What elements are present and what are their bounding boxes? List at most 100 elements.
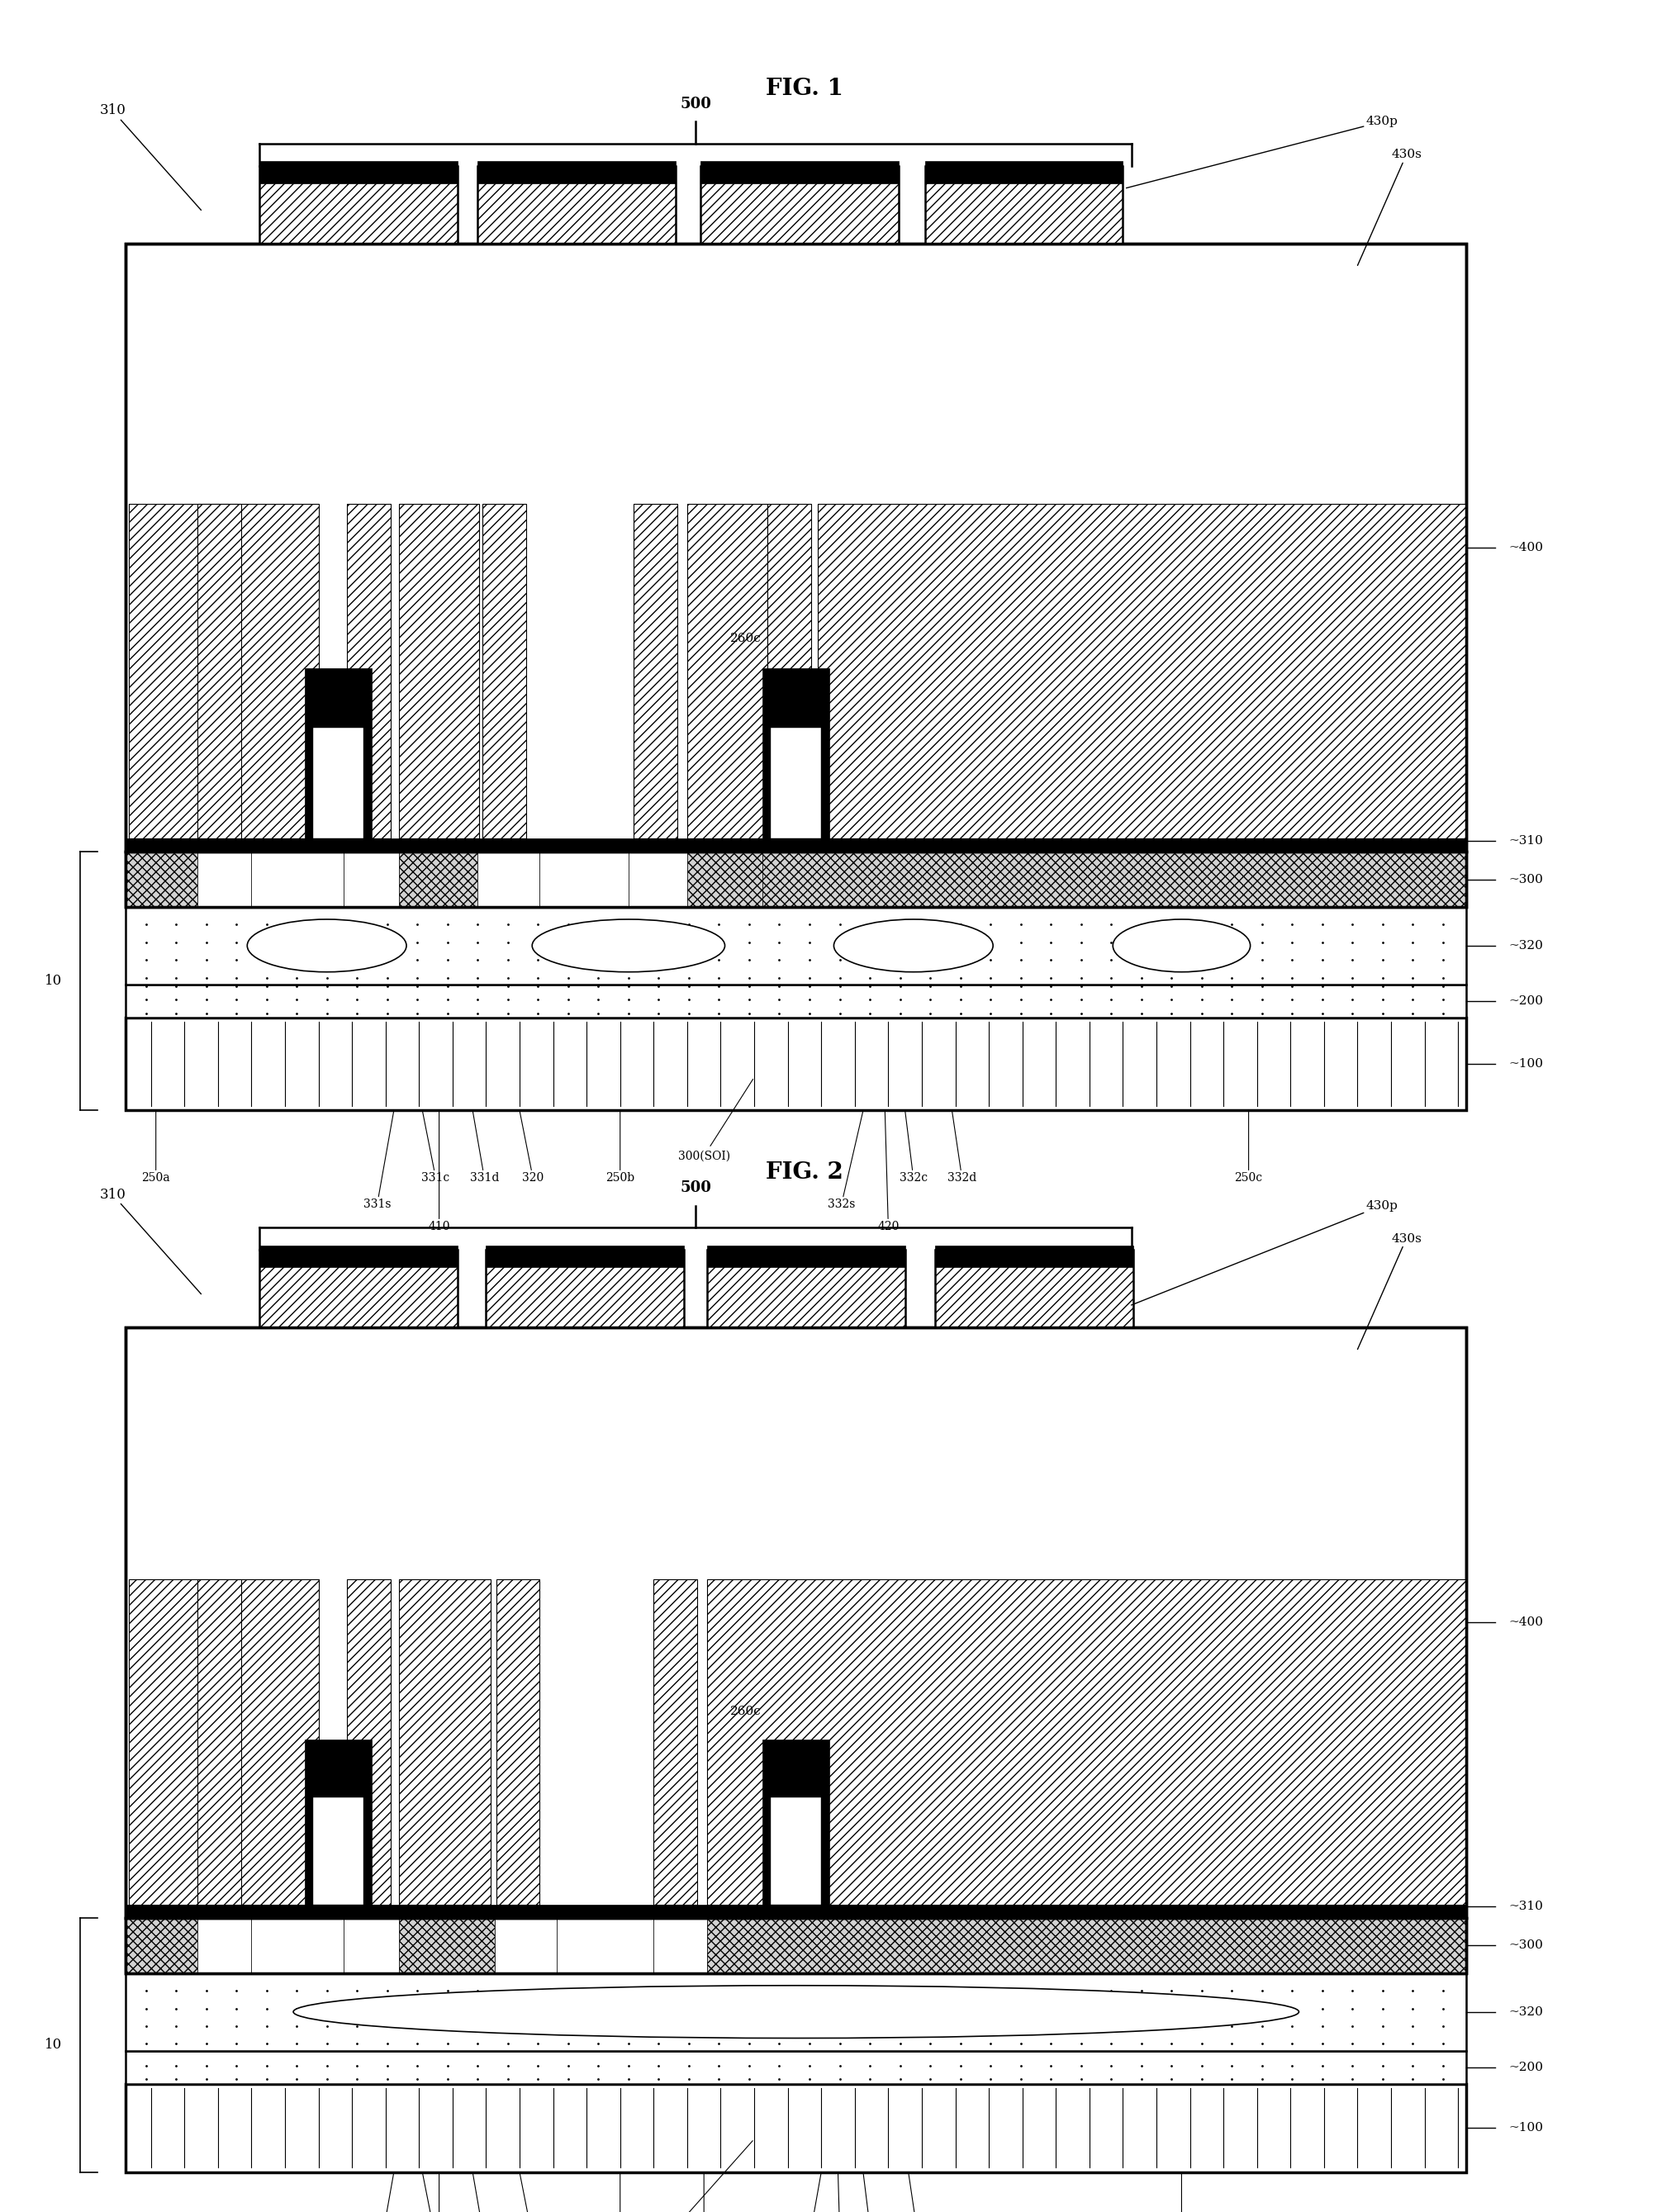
Bar	[628, 852, 687, 907]
Text: 331c: 331c	[422, 2172, 449, 2212]
Text: 320: 320	[520, 2172, 543, 2212]
Text: 331s: 331s	[364, 2172, 394, 2212]
Text: ~100: ~100	[1508, 1057, 1544, 1071]
Bar	[768, 504, 811, 838]
Bar	[129, 504, 318, 838]
Bar	[707, 1250, 905, 1327]
Bar	[701, 166, 898, 243]
Text: ~200: ~200	[1508, 995, 1544, 1006]
Bar	[935, 1250, 1133, 1327]
Text: ~400: ~400	[1508, 1617, 1544, 1628]
Bar	[305, 1739, 372, 1905]
Bar	[305, 668, 372, 838]
Text: N+: N+	[362, 874, 380, 885]
Bar	[687, 504, 768, 838]
Bar	[129, 1579, 318, 1905]
Bar	[478, 161, 675, 184]
Bar	[399, 504, 479, 838]
Text: 331d: 331d	[469, 1110, 499, 1183]
Bar	[687, 852, 763, 907]
Bar	[707, 1918, 1466, 1973]
Bar	[925, 166, 1123, 243]
Bar	[313, 728, 364, 838]
Text: 260a: 260a	[689, 2172, 719, 2212]
Text: 331d: 331d	[469, 2172, 499, 2212]
Bar	[556, 1918, 654, 1973]
Bar	[771, 728, 821, 838]
Text: 250c: 250c	[1235, 1110, 1262, 1183]
Bar	[344, 1918, 399, 1973]
Bar	[654, 1579, 697, 1905]
Bar	[126, 907, 1466, 984]
Text: N+: N+	[216, 874, 233, 885]
Text: 430s: 430s	[1358, 1232, 1421, 1349]
Bar	[763, 852, 1466, 907]
Bar	[260, 166, 458, 243]
Text: ~310: ~310	[1508, 1900, 1544, 1913]
Bar	[707, 1245, 905, 1267]
Text: 250a: 250a	[141, 1110, 171, 1183]
Bar	[701, 161, 898, 184]
Text: 260c: 260c	[731, 1705, 761, 1717]
Bar	[818, 504, 1466, 838]
Text: 331s: 331s	[364, 1110, 394, 1210]
Text: ~400: ~400	[1508, 542, 1544, 553]
Text: 310: 310	[99, 104, 201, 210]
Ellipse shape	[1113, 920, 1250, 971]
Text: 332d: 332d	[903, 2172, 934, 2212]
Text: P: P	[602, 1940, 608, 1951]
Bar	[126, 2084, 1466, 2172]
Text: FIG. 1: FIG. 1	[766, 77, 843, 100]
Bar	[540, 852, 628, 907]
Text: 332c: 332c	[900, 1110, 927, 1183]
Bar	[126, 2051, 1466, 2084]
Bar	[763, 1739, 830, 1905]
Text: N+: N+	[672, 1940, 689, 1951]
Bar	[251, 852, 344, 907]
Bar	[126, 243, 1466, 852]
Bar	[654, 1918, 707, 1973]
Text: 310: 310	[99, 1188, 201, 1294]
Text: 410: 410	[427, 1110, 451, 1232]
Bar	[478, 852, 540, 907]
Text: 300(SOI): 300(SOI)	[644, 2141, 753, 2212]
Bar	[399, 852, 478, 907]
Text: 500: 500	[680, 1181, 711, 1194]
Bar	[486, 1245, 684, 1267]
Bar	[126, 1918, 198, 1973]
Ellipse shape	[293, 1986, 1299, 2037]
Bar	[198, 504, 241, 838]
Text: 320: 320	[520, 1110, 543, 1183]
Text: 430s: 430s	[1358, 148, 1421, 265]
Bar	[126, 1918, 1466, 1973]
Bar	[126, 852, 1466, 907]
Text: N+: N+	[216, 1940, 233, 1951]
Bar	[126, 852, 1466, 907]
Bar	[260, 161, 458, 184]
Text: 300(SOI): 300(SOI)	[677, 1079, 753, 1161]
Ellipse shape	[833, 920, 994, 971]
Bar	[478, 166, 675, 243]
Bar	[198, 1579, 241, 1905]
Bar	[496, 1579, 540, 1905]
Text: 332d: 332d	[947, 1110, 977, 1183]
Bar	[126, 838, 1466, 852]
Text: 320: 320	[1172, 2172, 1192, 2212]
Bar	[313, 1796, 364, 1905]
Text: ~200: ~200	[1508, 2062, 1544, 2073]
Bar	[260, 1250, 458, 1327]
Bar	[126, 852, 198, 907]
Text: ~320: ~320	[1508, 940, 1544, 951]
Bar	[634, 504, 677, 838]
Text: 332c: 332c	[858, 2172, 885, 2212]
Text: 10: 10	[45, 2037, 62, 2053]
Bar	[198, 1918, 251, 1973]
Text: N: N	[580, 874, 588, 885]
Bar	[399, 1918, 494, 1973]
Text: 332s: 332s	[828, 1110, 863, 1210]
Text: 332s: 332s	[791, 2172, 821, 2212]
Bar	[347, 1579, 391, 1905]
Ellipse shape	[533, 920, 726, 971]
Text: 260c: 260c	[731, 633, 761, 644]
Bar	[707, 1579, 1466, 1905]
